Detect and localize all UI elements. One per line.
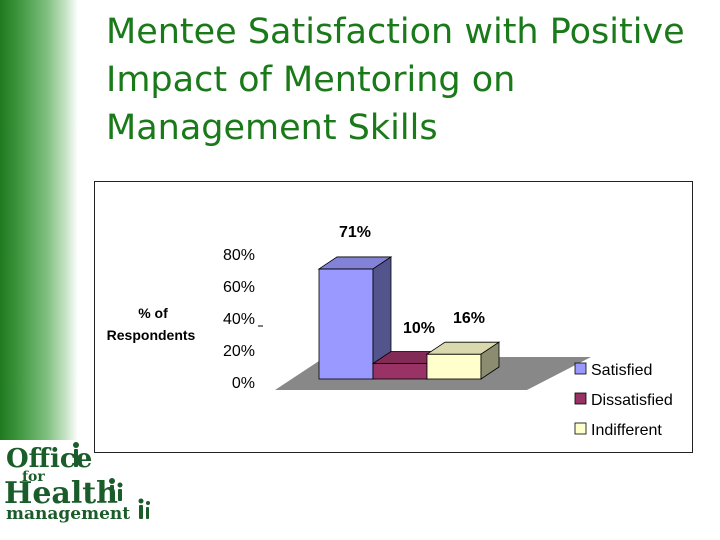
legend-label-satisfied: Satisfied	[591, 362, 652, 379]
legend-swatch-satisfied	[574, 362, 587, 375]
bar-chart: 0% 20% 40% 60% 80% % of Respondents 71% 10% 16% Sa…	[107, 224, 673, 439]
side-gradient-bar	[0, 0, 78, 440]
title-line-2: Impact of Mentoring on	[106, 60, 516, 100]
logo-management-text: management	[6, 504, 130, 524]
legend-swatch-indifferent	[574, 422, 587, 435]
logo-figures-icon	[73, 442, 150, 519]
bar-dissatisfied	[372, 363, 428, 380]
data-label-satisfied: 71%	[339, 224, 371, 241]
title-line-3: Management Skills	[106, 108, 438, 148]
logo-health-text: Health	[4, 476, 118, 511]
chart-frame: 0% 20% 40% 60% 80% % of Respondents 71% 10% 16% Sa…	[94, 181, 693, 453]
y-axis-label: % of	[138, 305, 168, 321]
bar-side-indifferent	[480, 341, 500, 380]
y-axis-label-line-2: Respondents	[107, 327, 196, 343]
legend-label-indifferent: Indifferent	[591, 422, 662, 439]
bar-indifferent	[426, 353, 482, 380]
title-line-1: Mentee Satisfaction with Positive	[106, 12, 685, 52]
y-tick-label: 60%	[223, 279, 255, 296]
office-health-management-logo: Office for Health management	[4, 442, 150, 524]
slide-title: Mentee Satisfaction with Positive Impact…	[106, 8, 706, 152]
y-tick-label: 0%	[232, 375, 255, 392]
logo-for-text: for	[22, 469, 45, 485]
bar-satisfied	[318, 268, 374, 380]
y-tick-label: 40%	[223, 311, 255, 328]
logo-office-text: Office	[6, 444, 92, 474]
data-label-indifferent: 16%	[453, 310, 485, 327]
legend-swatch-dissatisfied	[574, 392, 587, 405]
data-label-dissatisfied: 10%	[403, 320, 435, 337]
y-tick-label: 80%	[223, 247, 255, 264]
legend-label-dissatisfied: Dissatisfied	[591, 392, 673, 409]
y-tick-label: 20%	[223, 343, 255, 360]
